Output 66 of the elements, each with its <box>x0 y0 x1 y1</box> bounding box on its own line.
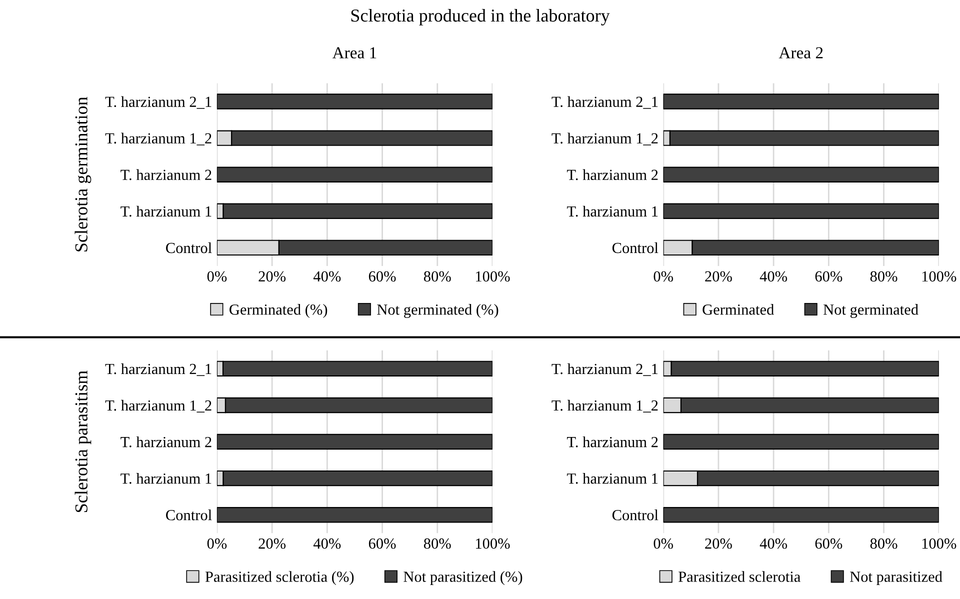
bar <box>216 94 492 110</box>
chart-title: Area 1 <box>332 47 376 58</box>
legend-label: Not germinated <box>824 304 918 318</box>
y-axis-title: Sclerotia parasitism <box>74 370 92 512</box>
x-tick-label: 60% <box>368 538 396 549</box>
bar <box>216 506 492 523</box>
x-tick-label: 60% <box>815 271 842 282</box>
y-tick-label: T. harzianum 1_2 <box>105 400 212 412</box>
y-tick-label: T. harzianum 2 <box>566 169 658 180</box>
legend-label: Germinated (%) <box>230 304 328 318</box>
x-tick-label: 100% <box>922 538 956 549</box>
chart-title: Area 2 <box>778 47 823 58</box>
y-tick-label: T. harzianum 1 <box>566 473 658 484</box>
y-tick-label: T. harzianum 2_1 <box>552 96 658 109</box>
x-tick-label: 0% <box>207 538 227 549</box>
y-tick-label: Control <box>612 510 658 520</box>
x-tick-label: 0% <box>654 538 674 549</box>
bar <box>216 434 492 450</box>
bar <box>663 94 939 110</box>
y-tick-label: Control <box>166 510 212 520</box>
x-tick-label: 40% <box>760 538 788 549</box>
y-tick-label: T. harzianum 1_2 <box>552 132 658 146</box>
x-tick-label: 40% <box>313 538 341 549</box>
x-tick-label: 40% <box>760 271 788 282</box>
bar <box>216 166 492 182</box>
x-tick-label: 80% <box>870 271 898 282</box>
x-tick-label: 60% <box>815 538 842 549</box>
legend-label: Parasitized sclerotia <box>678 571 800 582</box>
y-tick-label: T. harzianum 1 <box>120 473 212 484</box>
bar <box>663 203 939 220</box>
legend-label: Not germinated (%) <box>377 304 498 318</box>
y-tick-label: T. harzianum 2_1 <box>105 363 212 376</box>
x-tick-label: 0% <box>207 271 227 282</box>
bar <box>663 506 939 523</box>
legend-label: Not parasitized <box>850 571 942 586</box>
x-tick-label: 40% <box>313 271 341 282</box>
x-tick-label: 100% <box>476 271 510 282</box>
y-tick-label: T. harzianum 2 <box>120 169 212 180</box>
legend-label: Germinated <box>702 304 774 315</box>
x-tick-label: 80% <box>424 271 451 282</box>
x-tick-label: 80% <box>424 538 451 549</box>
x-tick-label: 20% <box>258 271 286 282</box>
y-tick-label: Control <box>612 242 658 254</box>
y-tick-label: T. harzianum 1 <box>566 206 658 217</box>
x-tick-label: 0% <box>654 271 674 282</box>
y-tick-label: T. harzianum 2 <box>566 436 658 448</box>
x-tick-label: 60% <box>368 271 396 282</box>
legend-label: Not parasitized (%) <box>404 571 522 586</box>
y-tick-label: T. harzianum 2_1 <box>105 96 212 109</box>
bar <box>663 166 939 182</box>
x-tick-label: 20% <box>258 538 286 549</box>
x-tick-label: 80% <box>870 538 898 549</box>
x-tick-label: 20% <box>705 538 732 549</box>
y-tick-label: T. harzianum 1 <box>120 206 212 217</box>
text: Sclerotia produced in the laboratory <box>351 8 610 26</box>
x-tick-label: 100% <box>476 538 510 549</box>
y-tick-label: Control <box>166 242 212 254</box>
x-tick-label: 100% <box>922 271 956 282</box>
y-tick-label: T. harzianum 1_2 <box>105 132 212 146</box>
x-tick-label: 20% <box>705 271 732 282</box>
y-tick-label: T. harzianum 2 <box>120 436 212 448</box>
y-axis-title: Sclerotia germination <box>74 96 92 252</box>
y-tick-label: T. harzianum 1_2 <box>552 400 658 412</box>
legend-label: Parasitized sclerotia (%) <box>205 571 354 586</box>
y-tick-label: T. harzianum 2_1 <box>552 363 658 376</box>
bar <box>663 434 939 450</box>
